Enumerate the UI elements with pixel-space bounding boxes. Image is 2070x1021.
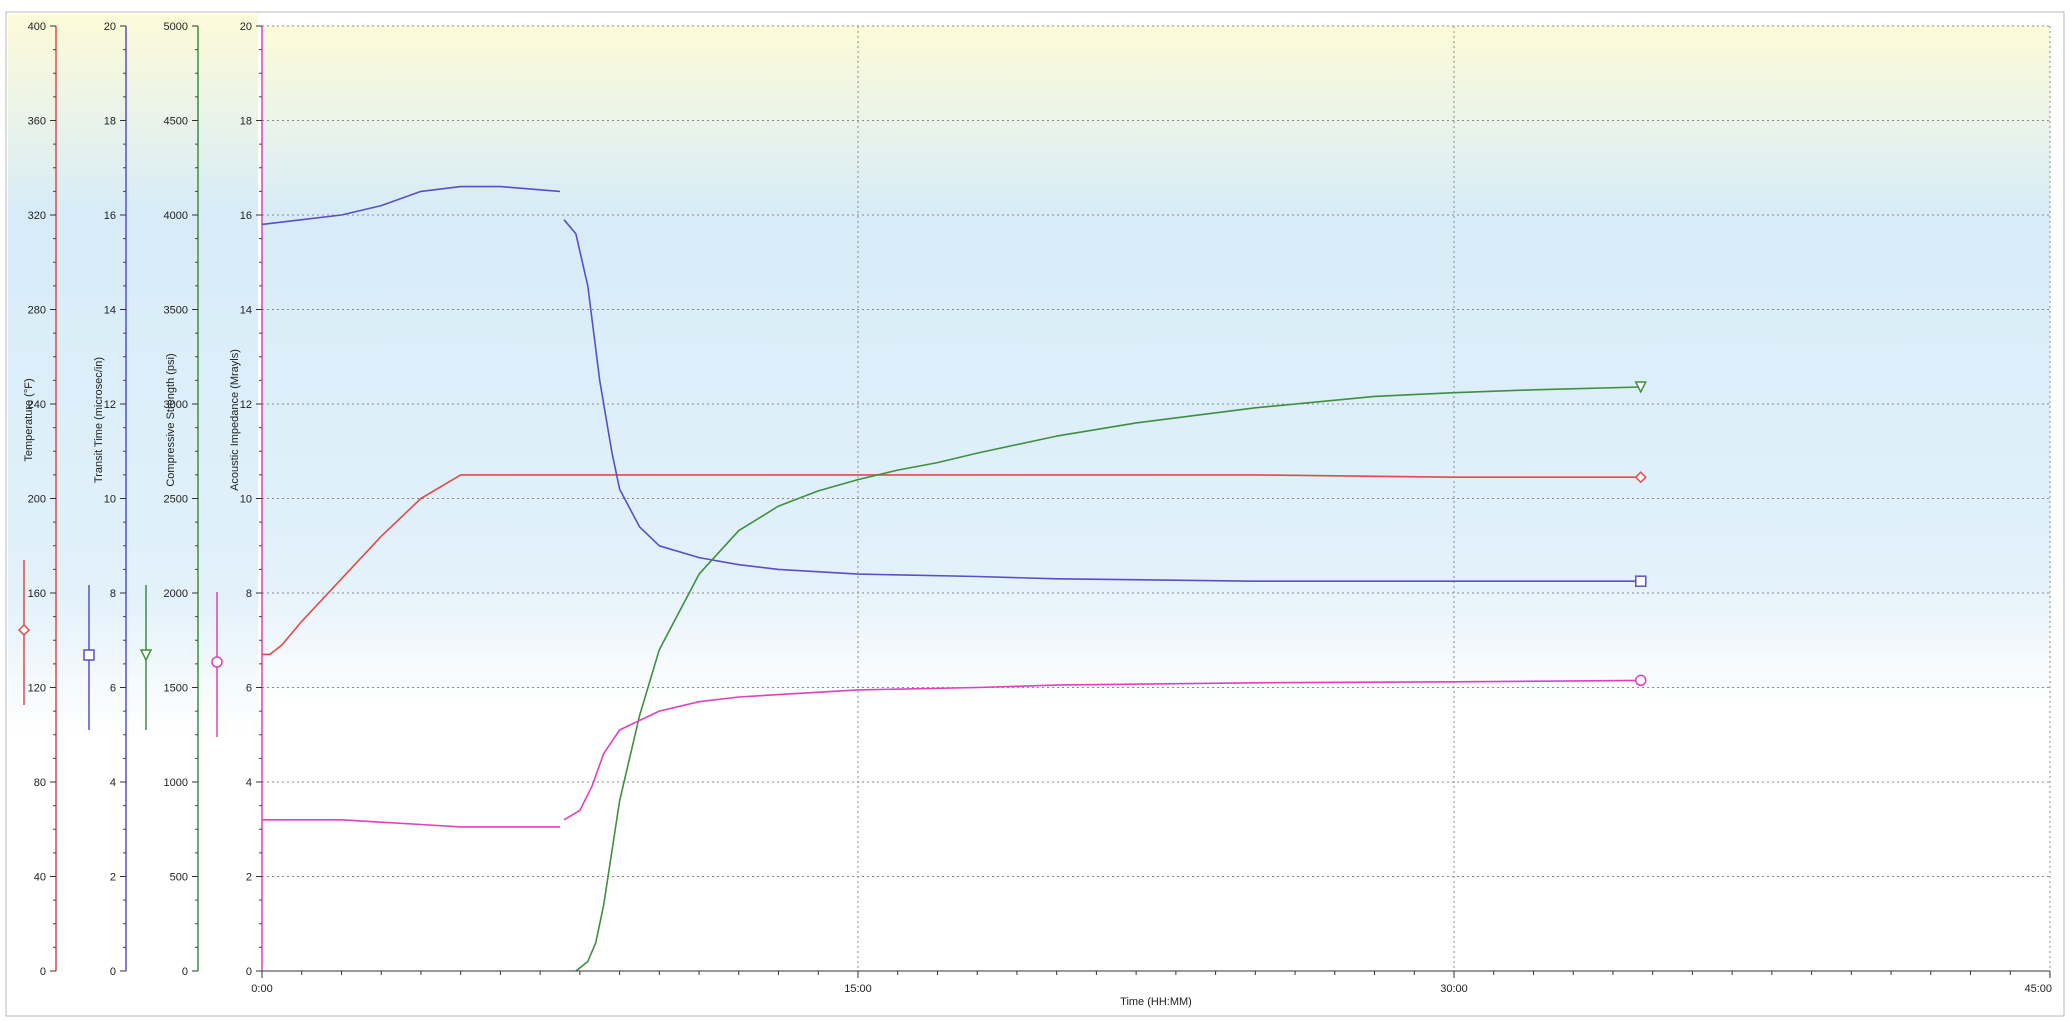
x-tick-label: 15:00 [844,983,872,995]
y-axis-title-temperature: Temperature (°F) [23,378,35,461]
y-tick-label: 12 [240,399,252,411]
series-temperature [262,471,1647,656]
x-tick-label: 30:00 [1440,983,1468,995]
series-end-marker-impedance [1634,674,1647,687]
series-end-marker-compressive [1634,381,1647,394]
y-tick-label: 2 [246,872,252,884]
x-tick-label: 45:00 [2024,983,2052,995]
y-tick-label: 3000 [164,399,188,411]
y-tick-label: 360 [28,116,46,128]
y-tick-label: 4 [110,777,116,789]
y-tick-label: 280 [28,305,46,317]
legend-marker-impedance [211,656,223,668]
y-tick-label: 40 [34,872,46,884]
data-series [261,185,1647,972]
y-tick-label: 8 [246,588,252,600]
left-panel-background [8,14,258,1014]
y-axis-temperature: 0 40 80 120 160 200 240 280 320 360 400 Temperature… [17,21,57,978]
y-tick-label: 0 [40,966,46,978]
y-tick-label: 5000 [164,21,188,33]
y-tick-label: 2500 [164,494,188,506]
y-tick-label: 2 [110,872,116,884]
y-tick-label: 0 [246,966,252,978]
legend-marker-temperature [17,623,31,637]
y-tick-label: 8 [110,588,116,600]
series-line-transit [261,185,561,226]
y-tick-label: 400 [28,21,46,33]
legend-marker-compressive [139,649,153,662]
y-tick-label: 20 [240,21,252,33]
y-tick-label: 18 [240,116,252,128]
y-tick-label: 16 [104,210,116,222]
x-axis: 0:00 15:00 30:00 45:00 Time (HH:MM) [251,970,2052,1008]
y-tick-label: 2000 [164,588,188,600]
y-tick-label: 0 [110,966,116,978]
y-tick-label: 14 [240,305,252,317]
y-axis-compressive: 0 500 1000 1500 2000 2500 3000 3500 4000 4500 5000… [139,21,199,978]
series-end-marker-transit [1634,575,1647,587]
x-axis-title: Time (HH:MM) [1120,996,1192,1008]
y-tick-label: 0 [182,966,188,978]
legend-marker-transit [83,649,95,661]
series-line-transit [563,219,1641,582]
series-line-impedance [563,679,1641,821]
y-tick-label: 1000 [164,777,188,789]
y-tick-label: 200 [28,494,46,506]
y-tick-label: 4 [246,777,252,789]
y-tick-label: 10 [240,494,252,506]
outer-frame [5,11,2065,1017]
y-axis-title-compressive: Compressive Strength (psi) [165,353,177,486]
y-tick-label: 500 [170,872,188,884]
y-axis-title-transit: Transit Time (microsec/in) [93,357,105,483]
series-end-marker-temperature [1634,471,1647,484]
y-tick-label: 16 [240,210,252,222]
y-tick-label: 4000 [164,210,188,222]
y-tick-label: 240 [28,399,46,411]
series-line-compressive [575,386,1641,972]
y-tick-label: 80 [34,777,46,789]
y-tick-label: 20 [104,21,116,33]
y-tick-label: 160 [28,588,46,600]
y-tick-label: 6 [110,683,116,695]
y-axis-impedance: 0 2 4 6 8 10 12 14 16 18 20 Acoustic Impedance (Mra… [211,21,263,978]
y-axes: 04080120160200240280320360400Temperature… [17,21,263,978]
y-tick-label: 12 [104,399,116,411]
series-compressive [575,381,1647,972]
y-tick-label: 18 [104,116,116,128]
y-axis-transit: 0 2 4 6 8 10 12 14 16 18 20 Transit Time (microsec/… [83,21,127,978]
y-tick-label: 3500 [164,305,188,317]
y-tick-label: 10 [104,494,116,506]
y-tick-label: 120 [28,683,46,695]
series-transit [261,185,1647,587]
y-tick-label: 6 [246,683,252,695]
x-tick-label: 0:00 [251,983,272,995]
y-tick-label: 14 [104,305,116,317]
y-tick-label: 1500 [164,683,188,695]
plot-area-background [262,26,2050,971]
series-line-impedance [262,819,560,828]
series-impedance [262,674,1647,828]
y-tick-label: 4500 [164,116,188,128]
y-axis-title-impedance: Acoustic Impedance (Mrayls) [229,349,241,491]
y-tick-label: 320 [28,210,46,222]
series-line-temperature [262,474,1641,656]
